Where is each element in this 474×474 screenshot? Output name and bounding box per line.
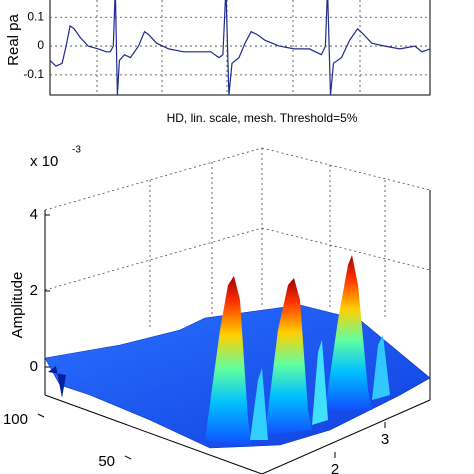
surface — [44, 255, 431, 449]
z-tick-label: 0 — [30, 358, 38, 375]
x-tick-label: 2 — [331, 461, 339, 474]
x-tick-label: 3 — [381, 431, 389, 448]
y-tick-label: 0.1 — [27, 9, 44, 23]
top-axes — [49, 0, 431, 96]
top-y-label: Real pa — [5, 13, 22, 65]
z-tick-label: 4 — [30, 206, 38, 223]
z-tick-label: 2 — [30, 282, 38, 299]
y-tick — [124, 455, 132, 460]
exponent-power: -3 — [72, 145, 81, 156]
exponent-base: x 10 — [30, 153, 58, 170]
y-tick-label: 100 — [3, 411, 28, 428]
box — [44, 147, 431, 474]
signal-line — [50, 0, 430, 95]
z-label: Amplitude — [9, 272, 26, 339]
surface-title: HD, lin. scale, mesh. Threshold=5% — [167, 111, 358, 125]
y-tick-label: -0.1 — [23, 67, 44, 81]
y-tick-label: 0 — [37, 38, 44, 52]
y-tick-label: 50 — [98, 453, 115, 470]
y-tick — [37, 413, 45, 418]
